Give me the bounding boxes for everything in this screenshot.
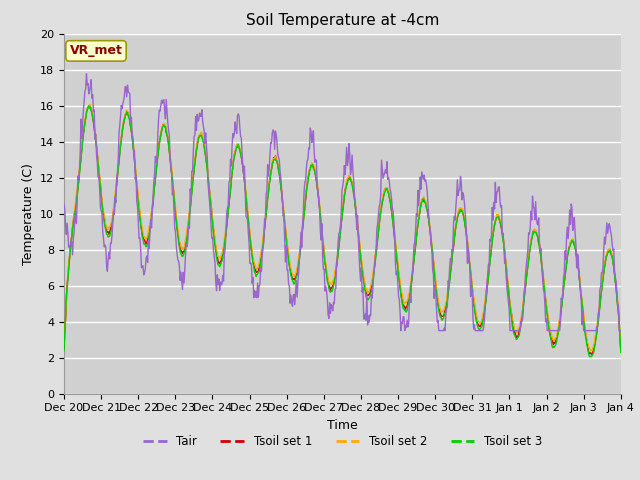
Y-axis label: Temperature (C): Temperature (C)	[22, 163, 35, 264]
Text: VR_met: VR_met	[70, 44, 122, 58]
X-axis label: Time: Time	[327, 419, 358, 432]
Title: Soil Temperature at -4cm: Soil Temperature at -4cm	[246, 13, 439, 28]
Legend: Tair, Tsoil set 1, Tsoil set 2, Tsoil set 3: Tair, Tsoil set 1, Tsoil set 2, Tsoil se…	[138, 430, 547, 453]
